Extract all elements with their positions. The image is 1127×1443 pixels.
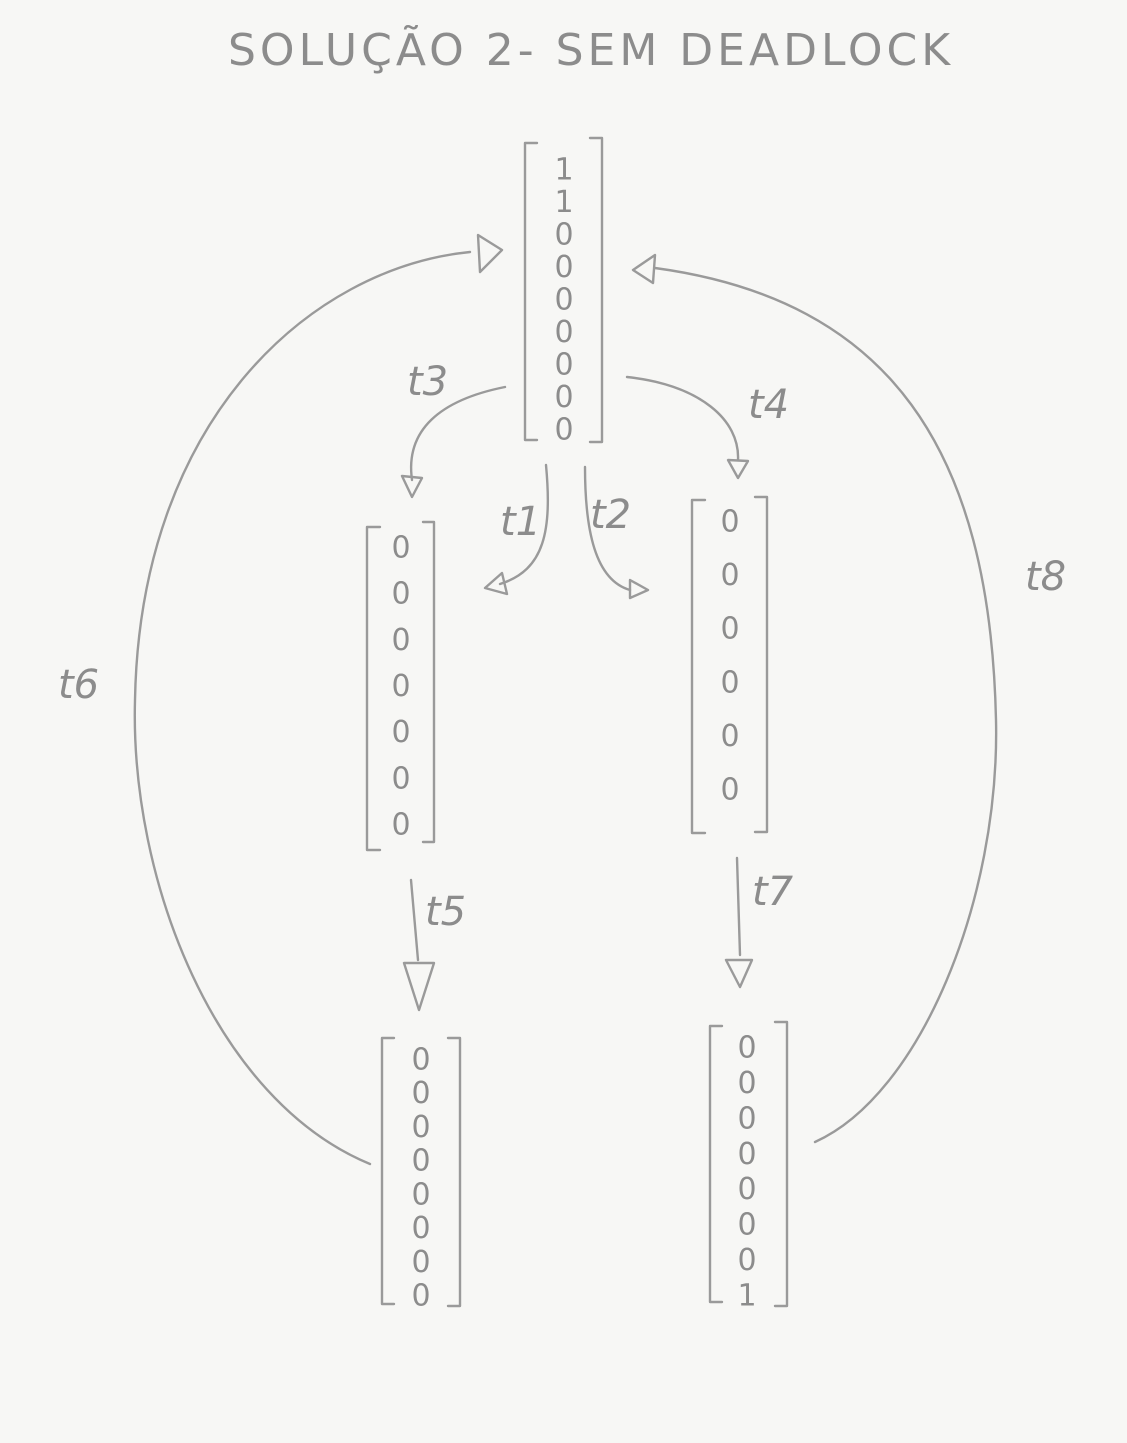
state-vector-m1: 0 0 0 0 0 0 0	[365, 520, 436, 852]
right-bracket	[753, 495, 769, 834]
state-value: 0	[720, 558, 739, 593]
state-value: 1	[554, 185, 573, 220]
left-bracket	[690, 498, 707, 835]
state-values: 0 0 0 0 0 0	[720, 505, 739, 808]
state-value: 0	[554, 348, 573, 383]
arc-t1	[483, 463, 549, 596]
state-value: 0	[411, 1245, 430, 1280]
left-bracket	[365, 525, 382, 852]
state-value: 0	[554, 250, 573, 285]
right-bracket	[421, 520, 436, 844]
state-value: 0	[554, 315, 573, 350]
arc-t6	[133, 233, 504, 1166]
state-value: 0	[391, 669, 410, 704]
arc-t3	[400, 385, 507, 499]
state-value: 0	[737, 1243, 756, 1278]
state-vector-m2: 0 0 0 0 0 0	[690, 495, 769, 835]
state-value: 0	[737, 1172, 756, 1207]
state-value: 0	[391, 808, 410, 843]
state-value: 0	[411, 1279, 430, 1314]
state-value: 0	[737, 1066, 756, 1101]
label-t3: t3	[407, 359, 448, 405]
state-value: 0	[720, 612, 739, 647]
state-value: 0	[411, 1144, 430, 1179]
arrowhead-icon	[483, 571, 509, 596]
label-t2: t2	[590, 492, 631, 538]
state-value: 0	[554, 380, 573, 415]
state-value: 0	[411, 1177, 430, 1212]
state-value: 0	[411, 1110, 430, 1145]
state-value: 0	[554, 413, 573, 448]
state-value: 0	[720, 505, 739, 540]
label-t7: t7	[752, 869, 794, 915]
arrowhead-icon	[724, 958, 754, 989]
state-value: 0	[411, 1211, 430, 1246]
state-value: 0	[720, 773, 739, 808]
label-t1: t1	[500, 499, 541, 545]
state-value: 0	[554, 283, 573, 318]
state-value: 0	[391, 531, 410, 566]
arrowhead-icon	[726, 458, 750, 480]
state-value: 0	[737, 1208, 756, 1243]
label-t8: t8	[1025, 554, 1066, 600]
right-bracket	[773, 1020, 789, 1308]
state-value: 0	[411, 1043, 430, 1078]
arc-t8	[631, 253, 998, 1144]
left-bracket	[380, 1036, 396, 1306]
right-bracket	[446, 1036, 462, 1308]
state-value: 0	[411, 1076, 430, 1111]
label-t6: t6	[58, 662, 99, 708]
state-value: 0	[391, 761, 410, 796]
arc-t4	[625, 375, 750, 480]
arrowhead-icon	[631, 253, 657, 285]
label-t4: t4	[748, 382, 789, 428]
state-value: 0	[720, 665, 739, 700]
arrowhead-icon	[400, 474, 424, 499]
state-value: 0	[391, 715, 410, 750]
arc-t2	[583, 465, 650, 600]
state-value: 0	[737, 1031, 756, 1066]
state-value: 0	[391, 577, 410, 612]
state-value: 0	[554, 218, 573, 253]
left-bracket	[708, 1024, 724, 1304]
state-value: 0	[737, 1101, 756, 1136]
left-bracket	[523, 141, 539, 442]
diagram-title: SOLUÇÃO 2- SEM DEADLOCK	[228, 24, 954, 76]
state-value: 1	[554, 153, 573, 188]
state-value: 1	[737, 1279, 756, 1314]
arrowhead-icon	[628, 578, 650, 600]
right-bracket	[588, 136, 604, 444]
arrowhead-icon	[476, 233, 504, 274]
state-value: 0	[391, 623, 410, 658]
state-value: 0	[737, 1137, 756, 1172]
label-t5: t5	[425, 889, 466, 935]
state-values: 0 0 0 0 0 0 0	[391, 531, 410, 843]
arrowhead-icon	[402, 961, 436, 1012]
arc-t7	[724, 856, 754, 989]
arc-t5	[402, 878, 436, 1012]
state-value: 0	[720, 719, 739, 754]
